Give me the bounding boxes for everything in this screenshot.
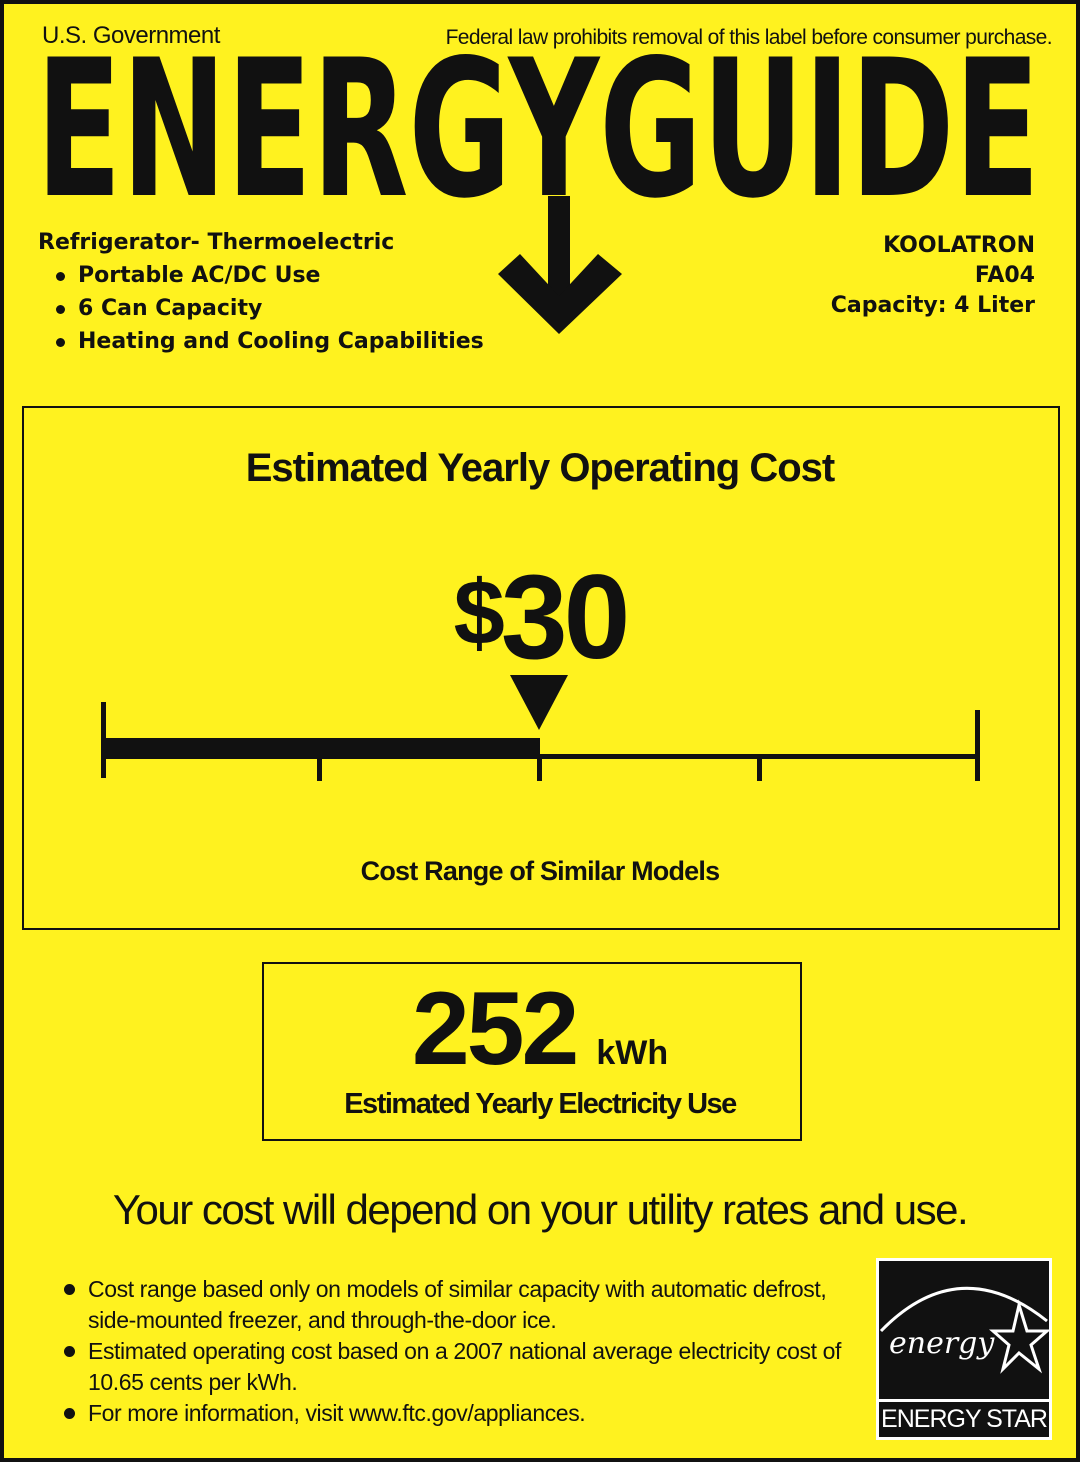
brand: KOOLATRON: [883, 233, 1035, 258]
electricity-box: [262, 962, 802, 1141]
cost-amount: 30: [500, 550, 630, 684]
note-item: For more information, visit www.ftc.gov/…: [64, 1398, 859, 1429]
product-type: Refrigerator- Thermoelectric: [38, 230, 395, 255]
note-item: Estimated operating cost based on a 2007…: [64, 1336, 859, 1398]
product-description: Refrigerator- Thermoelectric Portable AC…: [38, 226, 484, 358]
cost-range-label: Cost Range of Similar Models: [360, 856, 720, 886]
electricity-label: Estimated Yearly Electricity Use: [344, 1088, 737, 1120]
scale-tick: [537, 759, 542, 781]
capacity: Capacity: 4 Liter: [830, 293, 1035, 318]
scale-tick: [757, 759, 762, 781]
feature-item: Heating and Cooling Capabilities: [38, 325, 484, 358]
down-arrow-icon: [498, 196, 622, 334]
currency-symbol: $: [453, 562, 505, 664]
model-info: KOOLATRON FA04 Capacity: 4 Liter: [831, 231, 1035, 321]
energy-star-icon: energy: [879, 1286, 1049, 1374]
energy-star-logo: energy ENERGY STAR: [876, 1258, 1052, 1440]
kwh-unit: kWh: [596, 1034, 669, 1072]
notes-list: Cost range based only on models of simil…: [64, 1274, 859, 1429]
scale-tick: [975, 710, 980, 781]
operating-cost-box: [22, 406, 1060, 930]
energy-star-label: ENERGY STAR: [879, 1399, 1049, 1437]
feature-item: 6 Can Capacity: [38, 292, 484, 325]
feature-item: Portable AC/DC Use: [38, 259, 484, 292]
electricity-value: 252 kWh: [0, 970, 1080, 1089]
energyguide-title-text: ENERGYGUIDE: [36, 52, 1040, 202]
cost-title: Estimated Yearly Operating Cost: [245, 446, 835, 490]
cost-value: $30: [0, 548, 1080, 686]
disclaimer: Your cost will depend on your utility ra…: [112, 1186, 969, 1233]
scale-tick: [317, 759, 322, 781]
energy-script: energy: [889, 1326, 995, 1361]
note-item: Cost range based only on models of simil…: [64, 1274, 859, 1336]
energyguide-title: ENERGYGUIDE: [36, 52, 1040, 202]
scale-line: [103, 754, 978, 759]
cost-pointer-icon: [510, 675, 568, 730]
removal-notice: Federal law prohibits removal of this la…: [445, 26, 1053, 49]
government-text: U.S. Government: [42, 22, 220, 49]
cost-range-scale: [101, 675, 980, 781]
kwh-amount: 252: [411, 971, 580, 1087]
model-number: FA04: [974, 263, 1035, 288]
scale-fill: [103, 738, 540, 759]
scale-tick: [101, 702, 106, 778]
